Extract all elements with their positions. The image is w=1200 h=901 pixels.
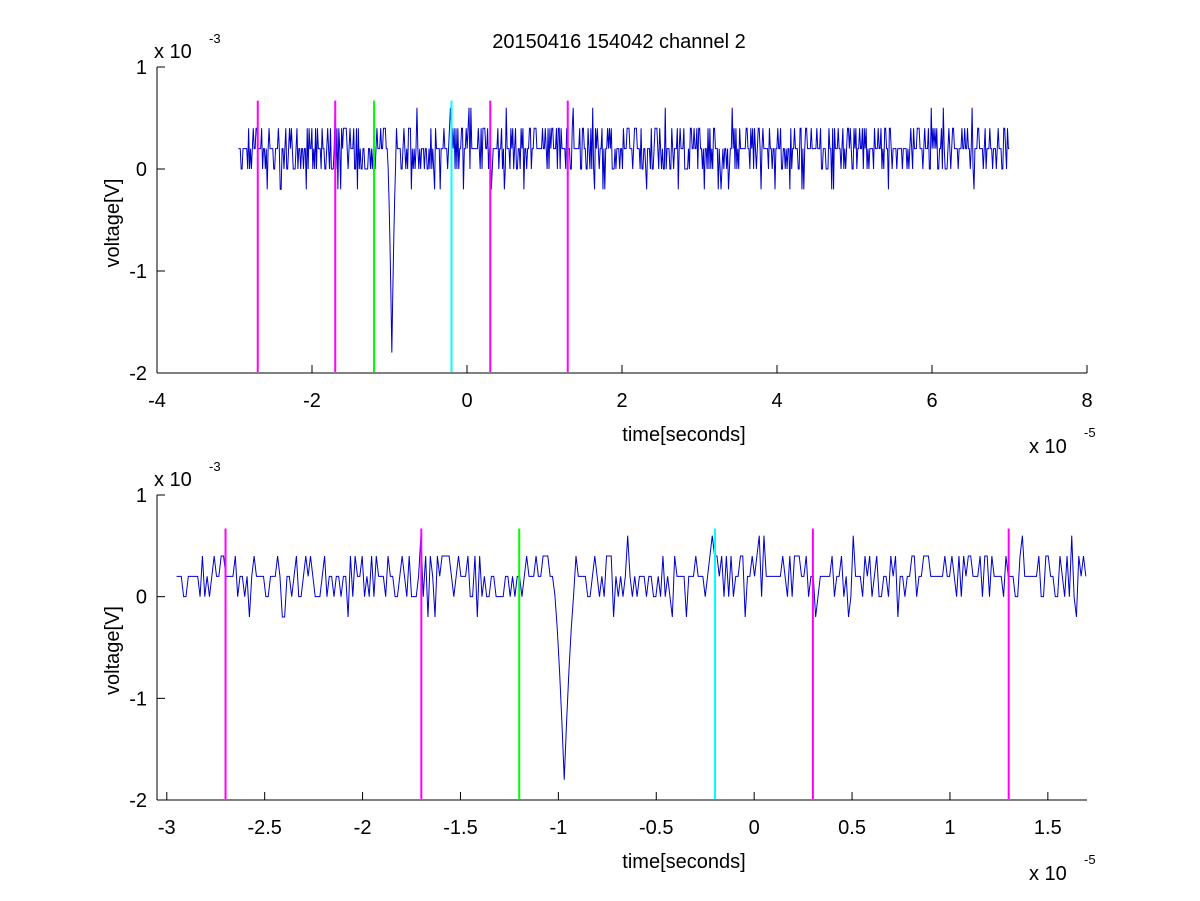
x-exponent-power: -5	[1084, 425, 1096, 440]
x-tick-label: 4	[771, 390, 782, 412]
signal-trace	[238, 107, 1010, 353]
y-exponent-label: x 10	[154, 469, 192, 491]
x-axis-label: time[seconds]	[622, 424, 745, 446]
x-tick-label: -0.5	[639, 817, 673, 839]
x-tick-label: 1.5	[1034, 817, 1062, 839]
y-tick-label: -1	[129, 688, 147, 710]
x-tick-label: 0	[749, 817, 760, 839]
x-tick-label: -2	[303, 390, 321, 412]
x-exponent-label: x 10	[1029, 436, 1067, 458]
x-tick-label: 0	[461, 390, 472, 412]
y-tick-label: -2	[129, 790, 147, 812]
x-tick-label: -4	[148, 390, 166, 412]
x-tick-label: -2.5	[247, 817, 281, 839]
x-tick-label: 6	[926, 390, 937, 412]
x-tick-label: 8	[1081, 390, 1092, 412]
y-tick-label: 1	[136, 57, 147, 79]
y-tick-label: -2	[129, 363, 147, 385]
x-tick-label: -1	[549, 817, 567, 839]
y-exponent-power: -3	[209, 31, 221, 46]
y-tick-label: 0	[136, 587, 147, 609]
x-exponent-label: x 10	[1029, 863, 1067, 885]
y-exponent-label: x 10	[154, 41, 192, 63]
x-tick-label: 1	[944, 817, 955, 839]
signal-trace	[176, 535, 1087, 780]
x-tick-label: 0.5	[838, 817, 866, 839]
y-axis-label: voltage[V]	[102, 606, 124, 695]
x-exponent-power: -5	[1084, 852, 1096, 867]
x-axis-label: time[seconds]	[622, 851, 745, 873]
top-plot: -4 -2 0 2 4 6 8-2-101time[seconds]voltage[V]x …	[102, 31, 1096, 458]
y-tick-label: -1	[129, 261, 147, 283]
x-tick-label: -2	[354, 817, 372, 839]
y-exponent-power: -3	[209, 459, 221, 474]
y-tick-label: 0	[136, 159, 147, 181]
y-tick-label: 1	[136, 485, 147, 507]
y-axis-label: voltage[V]	[102, 179, 124, 268]
x-tick-label: -3	[158, 817, 176, 839]
bottom-plot: -3 -2.5 -2 -1.5 -1 -0.5 0 0.5 1 1.5 -2 -1 0 1 time[sec…	[102, 459, 1096, 885]
figure-title: 20150416 154042 channel 2	[492, 31, 746, 53]
x-tick-label: 2	[616, 390, 627, 412]
x-tick-label: -1.5	[443, 817, 477, 839]
